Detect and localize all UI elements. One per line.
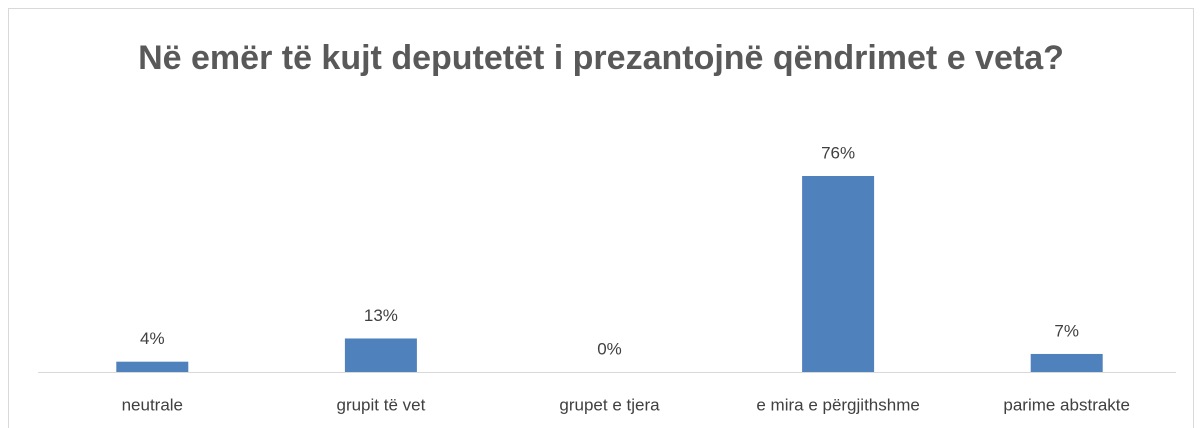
- data-label: 0%: [597, 339, 622, 358]
- x-tick-label: neutrale: [122, 395, 183, 414]
- data-label: 7%: [1054, 321, 1079, 340]
- data-label: 13%: [364, 306, 398, 325]
- x-tick-label: grupit të vet: [336, 395, 425, 414]
- x-tick-label: parime abstrakte: [1003, 395, 1130, 414]
- x-tick-label: e mira e përgjithshme: [756, 395, 919, 414]
- chart-border: [8, 8, 1194, 428]
- bar: [1030, 353, 1103, 372]
- bar: [802, 176, 875, 372]
- bar: [344, 338, 417, 372]
- x-tick-label: grupet e tjera: [559, 395, 660, 414]
- chart-title: Në emër të kujt deputetët i prezantojnë …: [138, 39, 1064, 77]
- bar: [116, 361, 189, 372]
- data-label: 4%: [140, 329, 165, 348]
- data-label: 76%: [821, 143, 855, 162]
